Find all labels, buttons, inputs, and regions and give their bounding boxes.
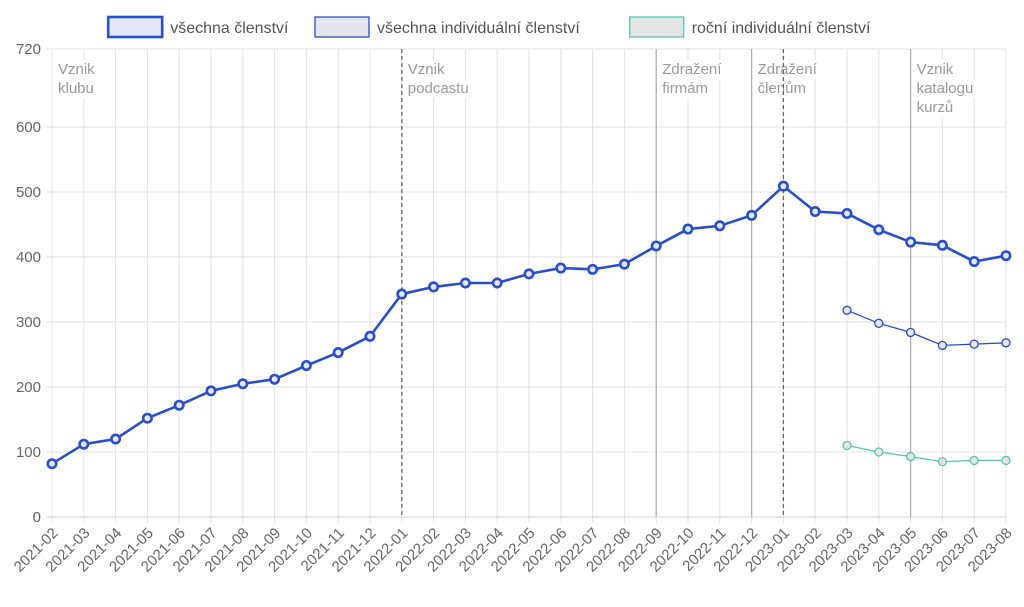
data-point [874,318,884,328]
data-point [364,330,376,342]
axes: 2021-022021-032021-042021-052021-062021-… [11,41,1016,576]
y-tick-label: 0 [33,509,41,526]
data-point [46,458,58,470]
data-point [842,305,852,315]
data-point [746,209,758,221]
data-point [269,373,281,385]
data-point [682,223,694,235]
data-point [874,447,884,457]
series-line [846,309,1007,347]
data-point [777,180,789,192]
data-point [1000,250,1012,262]
annotation-label-bg [405,60,451,79]
legend-swatch [629,16,685,38]
legend-label: roční individuální členství [692,20,871,37]
data-point [968,256,980,268]
data-point [78,438,90,450]
annotation-label-bg [914,79,985,98]
y-tick-label: 300 [16,314,41,331]
y-tick-label: 100 [16,444,41,461]
legend-item: všechna individuální členství [314,16,580,38]
y-tick-label: 600 [16,119,41,136]
data-point [936,239,948,251]
annotation-label: kurzů [917,99,954,116]
data-point [905,451,916,462]
data-point [141,412,153,424]
data-point [905,236,917,248]
data-point [969,455,979,466]
annotation-label: členům [758,80,806,97]
annotation-label: Zdražení [758,61,818,78]
annotation-label-bg [405,79,476,98]
annotations: Vznik klubu Vznik podcastu Zdražení firmám Zdr… [56,49,985,517]
data-point [459,277,471,289]
annotation-label: Vznik [917,61,954,78]
data-point [873,224,885,236]
annotation-label-bg [660,79,714,98]
annotation-label: klubu [58,80,94,97]
series [46,180,1012,470]
annotation-label-bg [56,79,101,98]
legend-label: všechna individuální členství [377,20,580,37]
annotation-label-bg [755,79,809,98]
data-point [173,399,185,411]
data-point [587,263,599,275]
grid [46,48,1007,523]
annotation-label: Vznik [408,61,445,78]
data-point [809,206,821,218]
data-point [937,457,948,467]
annotation-label: podcastu [408,80,469,97]
annotation-label: Zdražení [662,61,722,78]
data-point [300,360,312,372]
data-point [1001,455,1011,466]
data-point [1001,338,1011,348]
data-point [205,385,217,397]
series-line [846,444,1006,463]
y-tick-label: 720 [16,41,41,58]
data-point [428,281,440,293]
data-point [618,258,630,270]
y-tick-label: 500 [16,184,41,201]
annotation-label-bg [660,60,730,79]
data-point [396,288,408,300]
legend-swatch [106,15,164,39]
legend-item: všechna členství [106,15,289,39]
annotation-label-bg [755,60,826,79]
data-point [491,277,503,289]
annotation-label: firmám [662,80,708,97]
data-point [332,347,344,359]
data-point [937,340,948,351]
annotation-label: Vznik [58,61,95,78]
data-point [237,378,249,390]
legend-label: všechna členství [170,20,289,37]
data-point [905,327,916,338]
annotation-label: katalogu [917,80,974,97]
data-point [842,440,852,451]
annotation-label-bg [914,60,960,79]
legend: všechna členství všechna individuální čle… [106,15,871,39]
legend-item: roční individuální členství [629,16,871,38]
legend-swatch [314,16,370,38]
data-point [110,433,122,445]
annotation-label-bg [56,60,101,79]
annotation-label-bg [914,98,960,117]
data-point [841,207,853,219]
data-point [714,220,726,232]
y-tick-label: 400 [16,249,41,266]
data-point [969,339,979,349]
data-point [650,240,662,252]
y-tick-label: 200 [16,379,41,396]
data-point [523,268,535,280]
data-point [555,262,567,274]
